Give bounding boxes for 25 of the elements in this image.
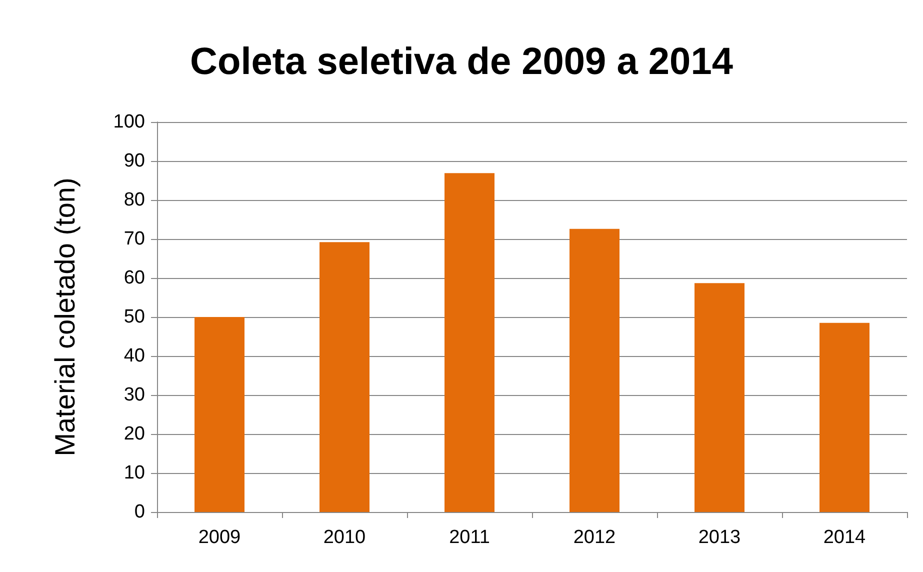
x-tick-label: 2013 (698, 527, 741, 548)
x-tick-label: 2010 (323, 527, 366, 548)
bar (194, 317, 244, 512)
x-tick-label: 2014 (823, 527, 866, 548)
bar (820, 322, 870, 512)
y-tick-label: 20 (124, 424, 145, 444)
y-tick-label: 70 (124, 228, 145, 250)
y-tick-label: 30 (124, 384, 145, 406)
x-tick-label: 2009 (198, 527, 241, 548)
y-tick-label: 80 (124, 190, 145, 210)
x-tick-label: 2012 (573, 527, 616, 548)
y-axis-title: Material coletado (ton) (50, 178, 80, 456)
y-tick-label: 90 (124, 150, 145, 172)
bar (444, 173, 494, 512)
y-tick-label: 10 (124, 462, 145, 484)
y-tick-label: 100 (113, 112, 145, 132)
y-tick-label: 0 (134, 502, 145, 522)
y-tick-label: 50 (124, 306, 145, 328)
bar (570, 228, 620, 512)
bar (694, 283, 744, 512)
bar (320, 242, 370, 512)
x-tick-label: 2011 (449, 527, 490, 548)
chart-title: Coleta seletiva de 2009 a 2014 (190, 41, 733, 83)
y-tick-label: 60 (124, 268, 145, 288)
y-tick-label: 40 (124, 346, 145, 366)
